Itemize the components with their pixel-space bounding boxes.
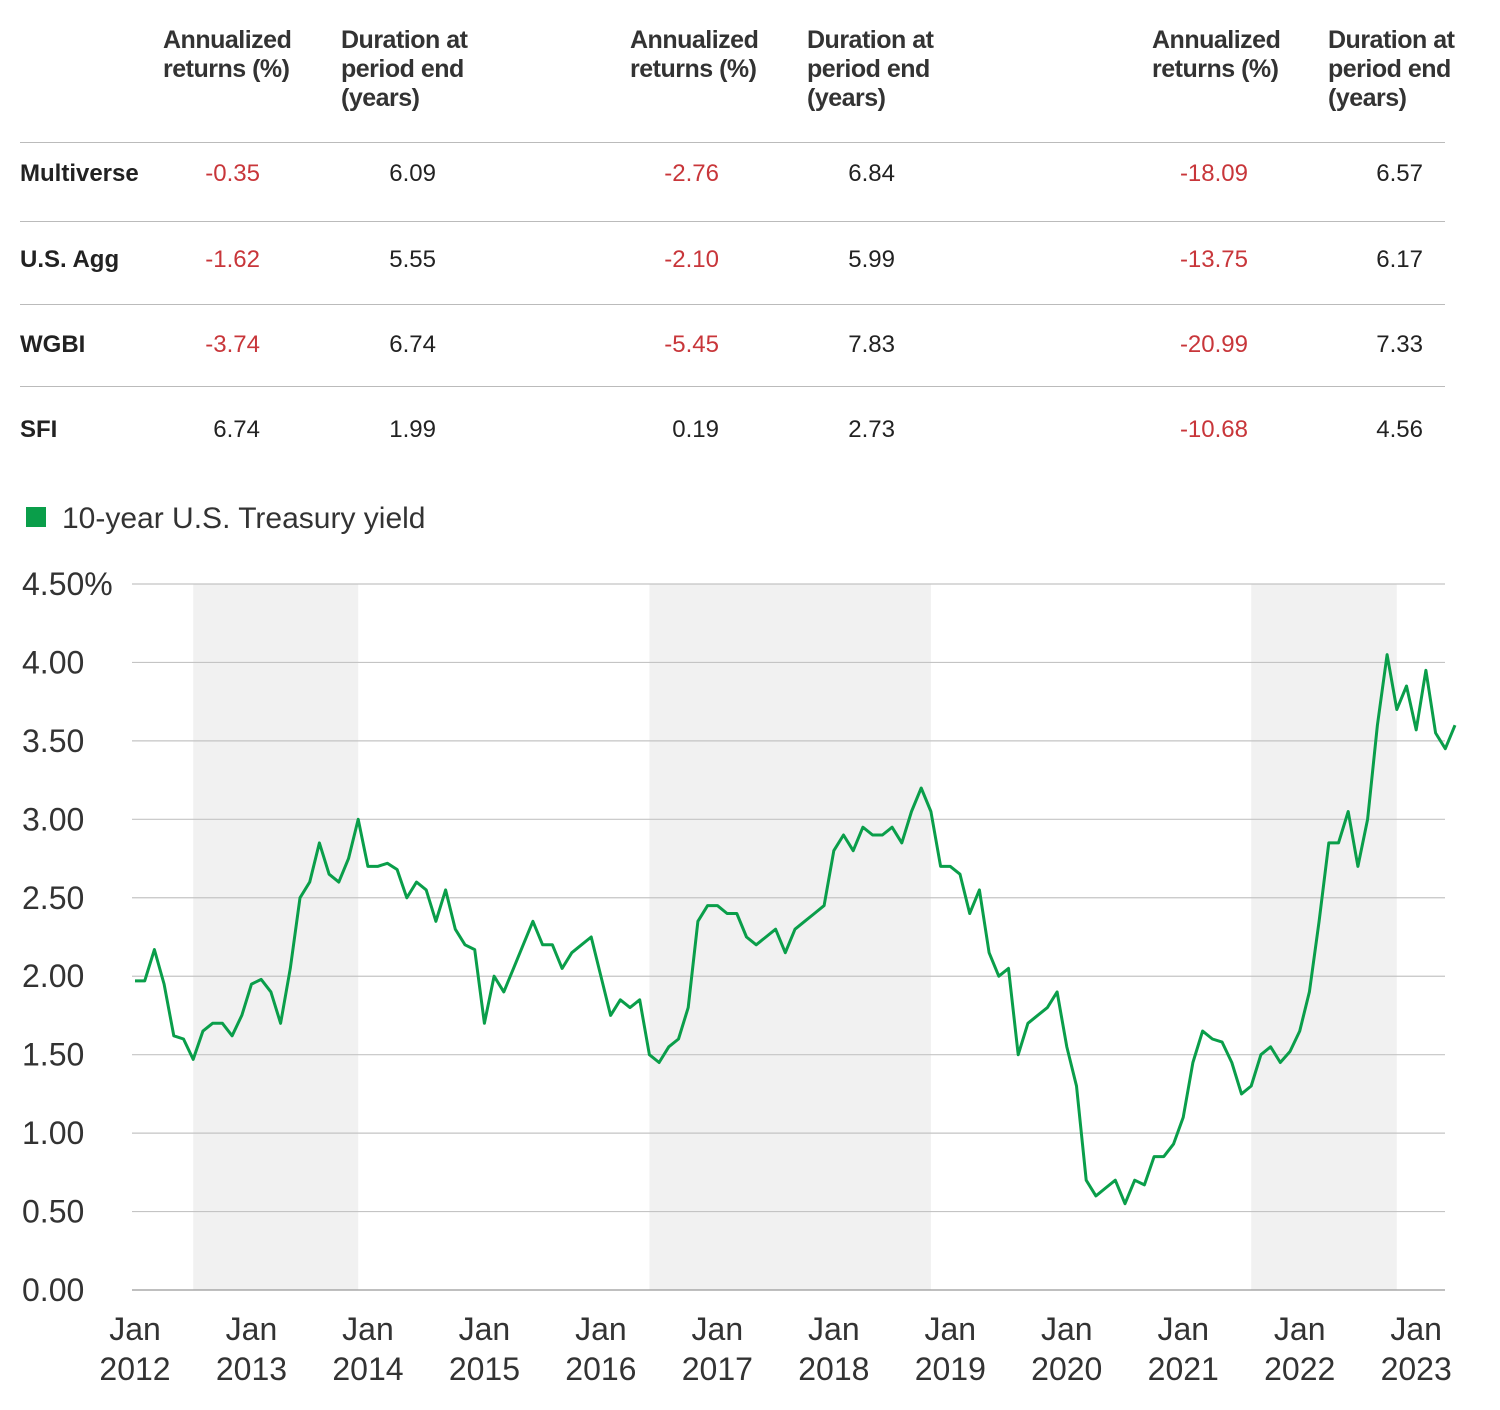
cell: 6.84 — [848, 160, 895, 187]
x-tick-label-line: Jan — [924, 1311, 976, 1347]
x-tick-label-line: 2019 — [915, 1351, 986, 1387]
x-tick-label-line: Jan — [1157, 1311, 1209, 1347]
y-tick-label: 0.00 — [22, 1272, 84, 1308]
x-tick-label: Jan 2021 — [1148, 1311, 1219, 1387]
x-tick-label-line: Jan — [226, 1311, 278, 1347]
cell: 6.09 — [389, 160, 436, 187]
x-tick-label: Jan 2015 — [449, 1311, 520, 1387]
cell: 5.55 — [389, 246, 436, 273]
y-tick-label: 0.50 — [22, 1194, 84, 1230]
row-label: U.S. Agg — [20, 246, 120, 273]
y-tick-label: 2.50 — [22, 880, 84, 916]
x-tick-label: Jan 2023 — [1381, 1311, 1452, 1387]
x-tick-label: Jan 2019 — [915, 1311, 986, 1387]
y-tick-label: 1.50 — [22, 1037, 84, 1073]
shaded-period — [1251, 584, 1397, 1290]
y-tick-label: 3.00 — [22, 801, 84, 837]
cell: 2.73 — [848, 416, 895, 443]
column-header: Annualized returns (%) — [163, 26, 292, 83]
row-rule — [20, 221, 1445, 222]
cell: -13.75 — [1179, 246, 1248, 273]
x-tick-label-line: 2014 — [332, 1351, 403, 1387]
line — [135, 653, 1457, 1206]
x-tick-label-line: Jan — [342, 1311, 394, 1347]
x-tick-label-line: Jan — [1390, 1311, 1442, 1347]
cell: 7.83 — [848, 331, 895, 358]
cell: -2.10 — [664, 246, 719, 273]
x-tick-label-line: 2012 — [99, 1351, 170, 1387]
cell: -18.09 — [1179, 160, 1248, 187]
cell: 6.74 — [389, 331, 436, 358]
x-tick-label: Jan 2017 — [682, 1311, 753, 1387]
cell: 1.99 — [389, 416, 436, 443]
row-rule — [20, 304, 1445, 305]
x-tick-label-line: 2018 — [798, 1351, 869, 1387]
x-tick-label-line: Jan — [575, 1311, 627, 1347]
column-header: Duration at period end (years) — [807, 26, 934, 112]
cell: -3.74 — [205, 331, 260, 358]
x-tick-label-line: Jan — [459, 1311, 511, 1347]
column-header: Annualized returns (%) — [630, 26, 759, 83]
x-tick-label: Jan 2013 — [216, 1311, 287, 1387]
cell: -2.76 — [664, 160, 719, 187]
cell: -10.68 — [1179, 416, 1248, 443]
y-tick-label: 2.00 — [22, 958, 84, 994]
cell: -0.35 — [205, 160, 260, 187]
x-tick-label-line: 2020 — [1031, 1351, 1102, 1387]
shaded-period — [649, 584, 931, 1290]
x-tick-label-line: Jan — [109, 1311, 161, 1347]
x-tick-label-line: 2022 — [1264, 1351, 1335, 1387]
x-tick-label-line: Jan — [1041, 1311, 1093, 1347]
legend-swatch — [26, 507, 46, 527]
cell: 6.74 — [213, 416, 260, 443]
x-tick-label-line: 2023 — [1381, 1351, 1452, 1387]
cell: 6.57 — [1376, 160, 1423, 187]
cell: -1.62 — [205, 246, 260, 273]
cell: -20.99 — [1179, 331, 1248, 358]
x-tick-label: Jan 2020 — [1031, 1311, 1102, 1387]
x-tick-label-line: Jan — [808, 1311, 860, 1347]
column-header: Duration at period end (years) — [341, 26, 468, 112]
y-tick-label: 3.50 — [22, 723, 84, 759]
y-tick-label: 4.00 — [22, 644, 84, 680]
row-label: SFI — [20, 416, 58, 443]
cell: 6.17 — [1376, 246, 1423, 273]
x-tick-label: Jan 2012 — [99, 1311, 170, 1387]
x-tick-label-line: Jan — [692, 1311, 744, 1347]
y-tick-label: 1.00 — [22, 1115, 84, 1151]
x-tick-label-line: Jan — [1274, 1311, 1326, 1347]
x-tick-label-line: 2013 — [216, 1351, 287, 1387]
cell: 4.56 — [1376, 416, 1423, 443]
cell: 7.33 — [1376, 331, 1423, 358]
x-tick-label: Jan 2016 — [565, 1311, 636, 1387]
row-label: Multiverse — [20, 160, 139, 187]
x-tick-label: Jan 2022 — [1264, 1311, 1335, 1387]
cell: 0.19 — [672, 416, 719, 443]
cell: 5.99 — [848, 246, 895, 273]
x-tick-label: Jan 2014 — [332, 1311, 403, 1387]
cell: -5.45 — [664, 331, 719, 358]
x-tick-label-line: 2016 — [565, 1351, 636, 1387]
x-tick-label-line: 2017 — [682, 1351, 753, 1387]
row-rule — [20, 386, 1445, 387]
x-tick-label-line: 2021 — [1148, 1351, 1219, 1387]
column-header: Annualized returns (%) — [1152, 26, 1281, 83]
x-tick-label-line: 2015 — [449, 1351, 520, 1387]
y-tick-label: 4.50% — [22, 566, 113, 602]
legend-label: 10-year U.S. Treasury yield — [62, 502, 425, 535]
shaded-period — [193, 584, 359, 1290]
row-rule — [20, 142, 1445, 143]
x-tick-label: Jan 2018 — [798, 1311, 869, 1387]
row-label: WGBI — [20, 331, 86, 358]
column-header: Duration at period end (years) — [1328, 26, 1455, 112]
